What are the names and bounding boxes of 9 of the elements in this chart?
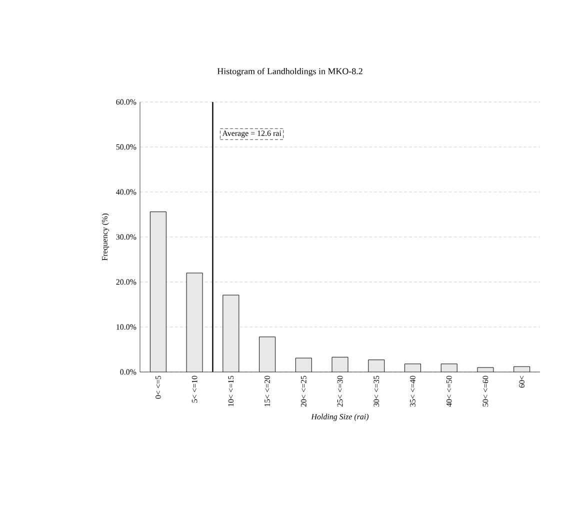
- bar: [404, 364, 421, 372]
- bar: [186, 273, 203, 372]
- bar: [296, 358, 312, 372]
- bar: [150, 212, 166, 372]
- bar: [441, 364, 458, 372]
- chart-title: Histogram of Landholdings in MKO-8.2: [217, 68, 362, 76]
- bar: [222, 295, 239, 372]
- bar: [368, 360, 384, 372]
- bar: [259, 336, 276, 372]
